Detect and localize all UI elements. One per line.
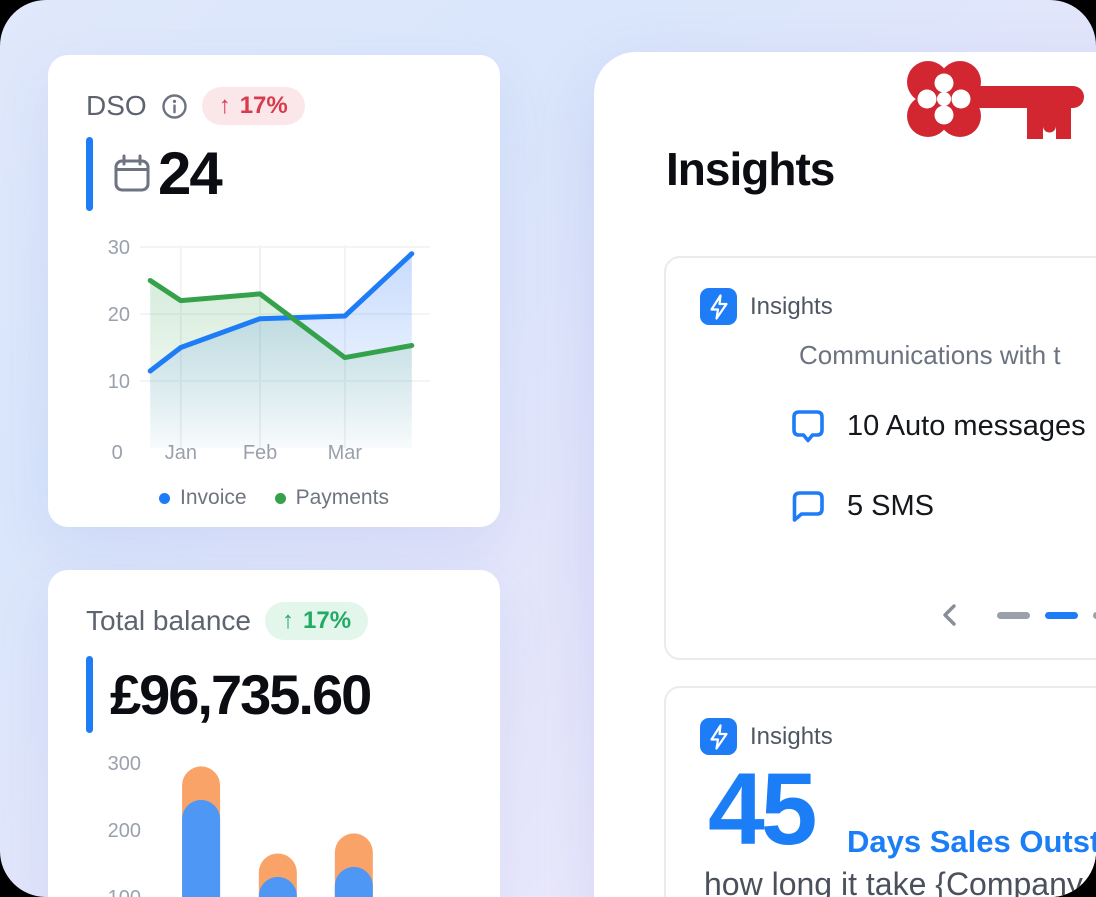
svg-text:0: 0 (112, 442, 123, 462)
svg-text:10: 10 (108, 371, 130, 393)
balance-value: £96,735.60 (110, 662, 372, 726)
lightning-icon (700, 288, 737, 325)
dso-card: DSO ↑ 17% 24 (48, 55, 500, 527)
dso-change-value: 17% (239, 92, 288, 119)
insights-tag-label: Insights (750, 292, 833, 320)
insight-card-communications: Insights Communications with t 10 Auto m… (664, 256, 1096, 660)
arrow-up-icon: ↑ (218, 92, 231, 119)
accent-bar (86, 136, 93, 211)
carousel-dash-2[interactable] (1045, 611, 1078, 619)
dso-description: how long it take {Company (704, 866, 1083, 897)
dso-value: 24 (158, 140, 223, 207)
panel-title: Insights (666, 143, 835, 195)
chat-bubble-icon (792, 410, 824, 443)
balance-change-badge: ↑ 17% (265, 602, 369, 640)
svg-text:20: 20 (108, 304, 130, 326)
dso-big-value: 45 (708, 752, 817, 866)
balance-change-value: 17% (303, 607, 352, 634)
svg-text:30: 30 (108, 237, 130, 259)
sms-bubble-icon (792, 491, 824, 522)
dso-card-header: DSO ↑ 17% (86, 87, 305, 125)
info-icon[interactable] (161, 93, 188, 120)
communications-heading: Communications with t (799, 340, 1061, 370)
insights-tag: Insights (700, 288, 833, 325)
svg-text:300: 300 (108, 753, 141, 775)
calendar-icon (114, 154, 150, 191)
insights-panel: Insights Insights Communications with t … (594, 52, 1096, 897)
svg-text:100: 100 (108, 887, 141, 897)
legend-item-invoice[interactable]: Invoice (159, 486, 247, 510)
total-balance-card: Total balance ↑ 17% £96,735.60 300 200 100 (48, 570, 500, 897)
balance-card-header: Total balance ↑ 17% (86, 602, 369, 640)
keybank-key-logo (907, 61, 1084, 139)
dso-big-label: Days Sales Outstan (847, 824, 1096, 859)
legend-label-invoice: Invoice (180, 486, 247, 509)
dso-title: DSO (86, 90, 147, 121)
arrow-up-icon: ↑ (282, 607, 295, 634)
auto-messages-row: 10 Auto messages (788, 406, 1086, 446)
accent-bar (86, 655, 93, 733)
chevron-left-icon[interactable] (938, 602, 964, 628)
svg-text:200: 200 (108, 820, 141, 842)
chart-legend: Invoice Payments (48, 486, 500, 510)
balance-bar-chart: 300 200 100 (108, 753, 373, 897)
dso-metric-row: 24 (86, 136, 223, 211)
insights-tag: Insights (700, 718, 833, 755)
carousel-dash-1[interactable] (997, 611, 1030, 619)
carousel (938, 602, 1096, 628)
insights-tag-label: Insights (750, 722, 833, 750)
balance-title: Total balance (86, 605, 252, 636)
sms-label: 5 SMS (847, 489, 935, 522)
dso-change-badge: ↑ 17% (201, 87, 305, 125)
legend-dot-invoice (159, 492, 171, 504)
legend-dot-payments (274, 492, 286, 504)
carousel-dash-3[interactable] (1093, 611, 1096, 619)
balance-metric-row: £96,735.60 (86, 655, 372, 733)
lightning-icon (700, 718, 737, 755)
auto-messages-label: 10 Auto messages (847, 409, 1086, 442)
insight-card-dso: Insights 45 Days Sales Outstan how long … (664, 686, 1096, 897)
legend-label-payments: Payments (295, 486, 389, 509)
sms-row: 5 SMS (788, 486, 934, 526)
legend-item-payments[interactable]: Payments (274, 486, 389, 510)
